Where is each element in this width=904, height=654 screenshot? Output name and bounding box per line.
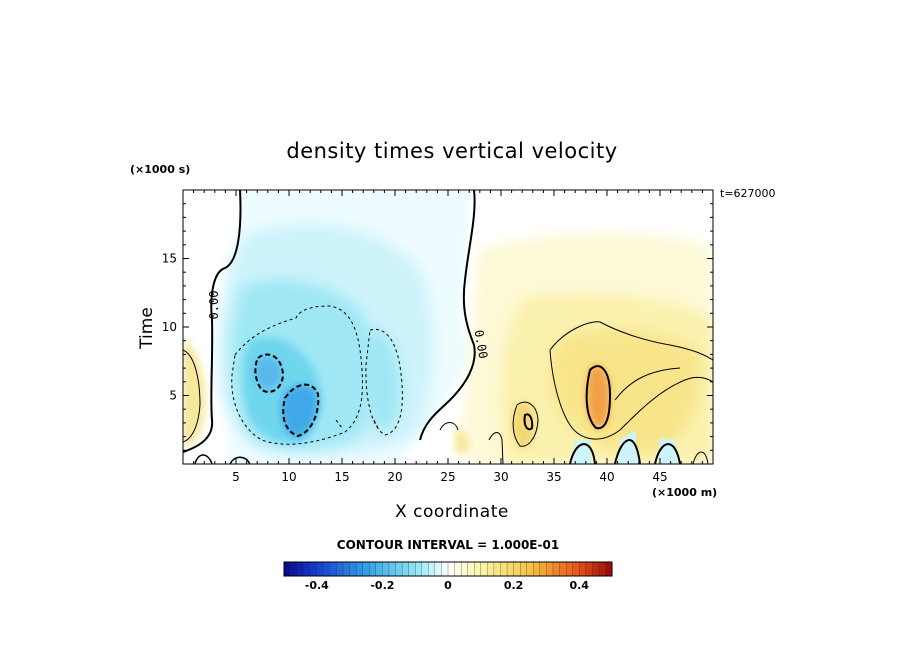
color-field — [183, 190, 713, 464]
x-tick-label: 30 — [493, 470, 508, 484]
colorbar-cell — [408, 561, 416, 577]
colorbar-cell — [415, 561, 423, 577]
colorbar-cell — [572, 561, 580, 577]
colorbar-cell — [342, 561, 351, 577]
colorbar-cell — [349, 561, 357, 577]
colorbar-cell — [474, 561, 482, 577]
colorbar-cell — [454, 561, 462, 577]
y-tick-label: 15 — [162, 252, 177, 266]
colorbar-cell — [559, 561, 567, 577]
time-stamp: t=627000 — [720, 187, 776, 200]
colorbar-cell — [336, 561, 344, 577]
colorbar-cell — [520, 561, 528, 577]
colorbar-tick-label: 0.4 — [569, 579, 589, 592]
colorbar-cell — [310, 561, 318, 577]
colorbar-cell — [546, 561, 554, 577]
y-tick-label: 10 — [162, 320, 177, 334]
x-tick-label: 10 — [281, 470, 296, 484]
colorbar-cell — [441, 561, 449, 577]
y-tick-label: 5 — [169, 389, 177, 403]
colorbar-cell — [434, 561, 442, 577]
colorbar-cell — [513, 561, 521, 577]
x-axis-label: X coordinate — [395, 502, 509, 522]
colorbar-cell — [290, 561, 298, 577]
colorbar-cell — [401, 561, 410, 577]
colorbar-cell — [460, 561, 469, 577]
colorbar-frame — [283, 561, 613, 577]
colorbar-cell — [375, 561, 383, 577]
colorbar: -0.4 -0.2 0 0.2 0.4 — [283, 561, 613, 592]
colorbar-tick-label: -0.4 — [305, 579, 329, 592]
colorbar-cell — [526, 561, 534, 577]
colorbar-cell — [382, 561, 390, 577]
colorbar-tick-label: 0.2 — [504, 579, 524, 592]
colorbar-cell — [395, 561, 403, 577]
colorbar-cell — [565, 561, 574, 577]
colorbar-cell — [487, 561, 495, 577]
colorbar-cell — [585, 561, 593, 577]
contour-interval-note: CONTOUR INTERVAL = 1.000E-01 — [336, 538, 560, 552]
x-tick-label: 15 — [334, 470, 349, 484]
colorbar-cell — [467, 561, 475, 577]
colorbar-cell — [506, 561, 515, 577]
x-tick-label: 35 — [546, 470, 561, 484]
colorbar-cell — [421, 561, 429, 577]
y-axis-label: Time — [137, 307, 157, 349]
colorbar-cell — [447, 561, 456, 577]
colorbar-cell — [428, 561, 436, 577]
colorbar-cell — [552, 561, 560, 577]
x-tick-label: 20 — [387, 470, 402, 484]
x-tick-label: 40 — [599, 470, 614, 484]
colorbar-cell — [303, 561, 311, 577]
contour-lines — [183, 190, 713, 464]
colorbar-cell — [493, 561, 501, 577]
colorbar-cell — [592, 561, 600, 577]
colorbar-cell — [579, 561, 587, 577]
colorbar-cell — [539, 561, 547, 577]
colorbar-cell — [598, 561, 606, 577]
y-axis-units: (×1000 s) — [130, 163, 191, 176]
colorbar-tick-label: -0.2 — [370, 579, 394, 592]
x-tick-label: 45 — [652, 470, 667, 484]
contour-label-right: 0.00 — [472, 329, 491, 360]
colorbar-cell — [323, 561, 331, 577]
contour-label-left: 0.00 — [207, 291, 221, 320]
colorbar-cell — [480, 561, 488, 577]
x-tick-label: 25 — [440, 470, 455, 484]
colorbar-cell — [316, 561, 324, 577]
colorbar-cell — [369, 561, 377, 577]
x-tick-label: 5 — [232, 470, 240, 484]
colorbar-tick-label: 0 — [444, 579, 452, 592]
colorbar-cell — [283, 561, 292, 577]
colorbar-cell — [500, 561, 508, 577]
x-axis-units: (×1000 m) — [652, 486, 718, 499]
axis-ticks: 5 10 15 20 25 30 35 40 45 5 10 15 — [162, 189, 714, 484]
chart-title: density times vertical velocity — [286, 139, 618, 163]
colorbar-cell — [605, 561, 613, 577]
colorbar-cell — [362, 561, 370, 577]
colorbar-cell — [296, 561, 305, 577]
colorbar-cell — [356, 561, 364, 577]
colorbar-cell — [329, 561, 337, 577]
colorbar-cell — [533, 561, 541, 577]
colorbar-cell — [388, 561, 396, 577]
